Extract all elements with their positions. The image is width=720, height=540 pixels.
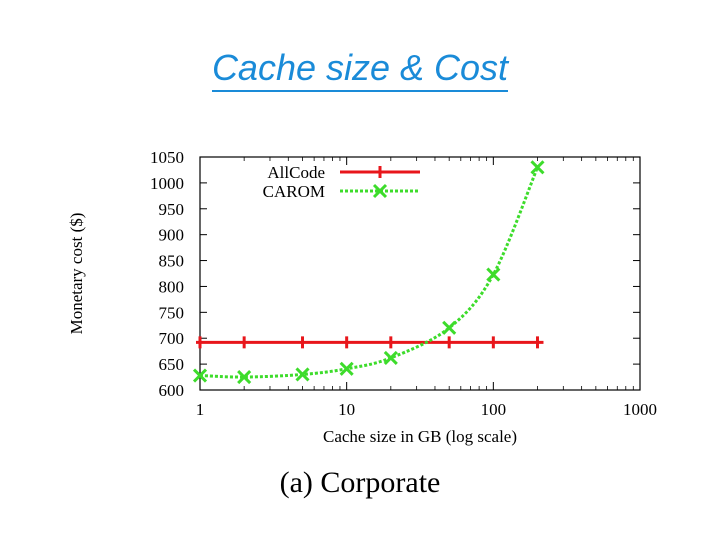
data-point-marker <box>530 160 545 175</box>
series-carom-line <box>199 166 539 379</box>
y-axis-ticks: 600 650 700 750 800 850 900 950 1000 1050 <box>150 148 640 400</box>
x-tick-label: 1 <box>196 400 205 419</box>
legend-label: AllCode <box>267 163 325 182</box>
plot-frame <box>199 156 641 391</box>
x-axis-ticks: 1 10 100 1000 <box>196 157 657 419</box>
y-tick-label: 750 <box>159 303 185 322</box>
data-point-marker <box>192 368 208 383</box>
x-tick-label: 100 <box>481 400 507 419</box>
y-tick-label: 700 <box>159 329 185 348</box>
series-carom <box>192 160 545 385</box>
y-tick-label: 950 <box>159 200 185 219</box>
data-point-marker <box>442 320 457 335</box>
y-axis-label: Monetary cost ($) <box>67 213 86 335</box>
data-point-marker <box>339 361 354 376</box>
y-tick-label: 1050 <box>150 148 184 167</box>
data-point-marker <box>486 267 501 282</box>
y-tick-label: 1000 <box>150 174 184 193</box>
series-layer <box>192 160 545 385</box>
data-point-marker <box>237 369 252 385</box>
x-tick-label: 10 <box>338 400 355 419</box>
slide-title: Cache size & Cost <box>0 44 720 92</box>
figure-caption: (a) Corporate <box>279 466 441 499</box>
x-tick-label: 1000 <box>623 400 657 419</box>
series-allcode <box>196 336 544 349</box>
y-tick-label: 650 <box>159 355 185 374</box>
y-tick-label: 900 <box>159 226 185 245</box>
y-tick-label: 800 <box>159 277 185 296</box>
data-point-marker <box>372 183 388 199</box>
y-tick-label: 600 <box>159 381 185 400</box>
y-tick-label: 850 <box>159 252 185 271</box>
data-point-marker <box>383 350 398 365</box>
x-axis-label: Cache size in GB (log scale) <box>323 427 517 446</box>
legend-label: CAROM <box>263 182 325 201</box>
data-point-marker <box>295 367 310 382</box>
